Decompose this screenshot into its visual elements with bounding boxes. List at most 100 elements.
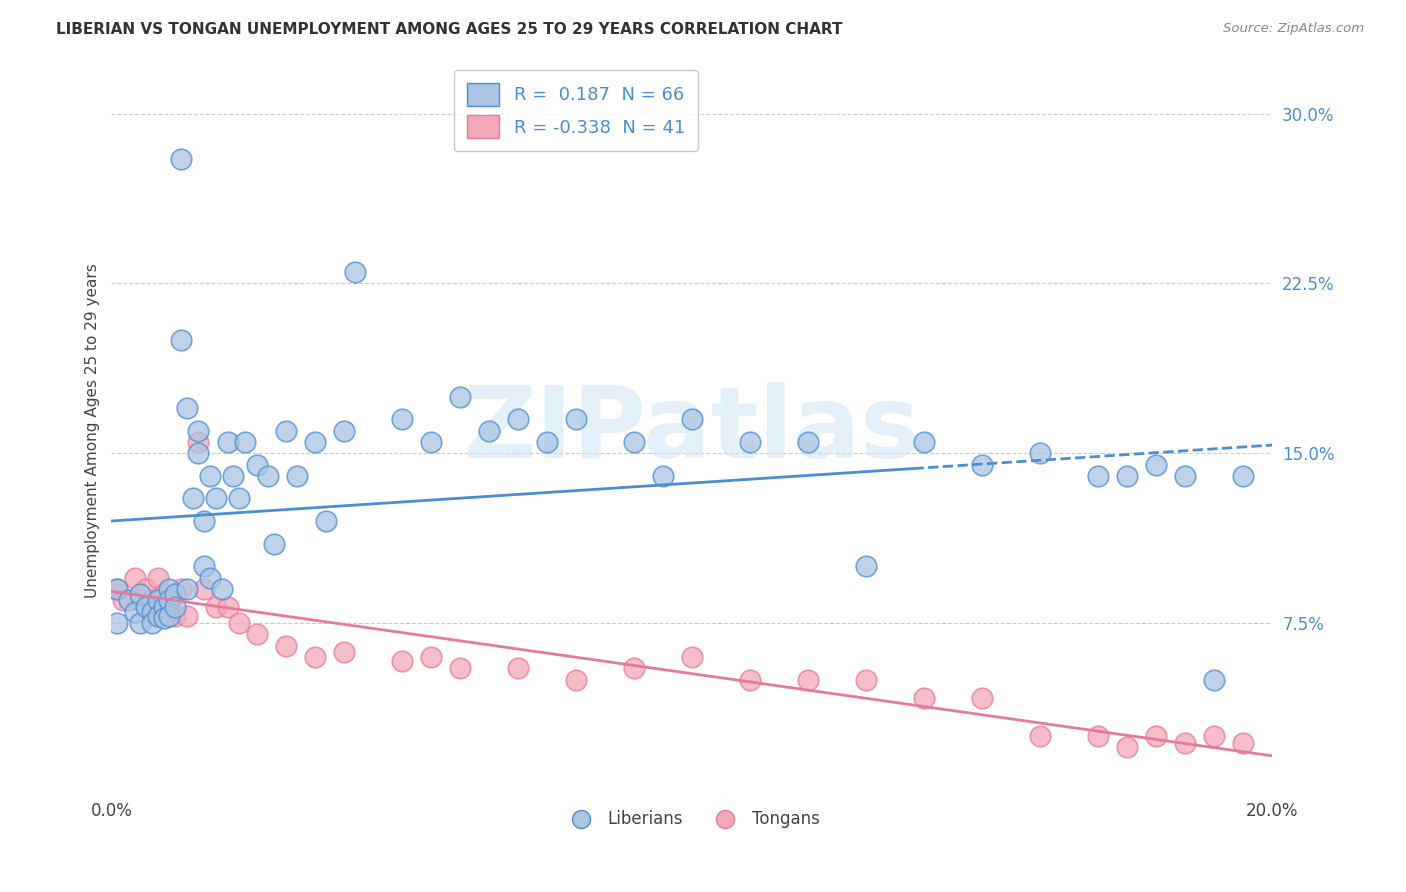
Point <box>141 605 163 619</box>
Point <box>855 559 877 574</box>
Point <box>118 593 141 607</box>
Point <box>193 514 215 528</box>
Point <box>506 661 529 675</box>
Legend: Liberians, Tongans: Liberians, Tongans <box>558 804 827 835</box>
Text: ZIPatlas: ZIPatlas <box>464 382 921 479</box>
Point <box>623 661 645 675</box>
Point <box>228 491 250 506</box>
Point <box>176 582 198 596</box>
Point <box>315 514 337 528</box>
Point <box>111 593 134 607</box>
Point <box>1087 729 1109 743</box>
Point <box>165 609 187 624</box>
Point <box>1029 446 1052 460</box>
Point <box>1116 468 1139 483</box>
Point <box>105 582 128 596</box>
Point <box>205 491 228 506</box>
Point <box>222 468 245 483</box>
Point <box>506 412 529 426</box>
Point <box>536 434 558 449</box>
Point <box>159 593 181 607</box>
Point <box>105 615 128 630</box>
Point <box>738 673 761 687</box>
Point <box>419 434 441 449</box>
Point <box>135 600 157 615</box>
Point <box>263 537 285 551</box>
Point <box>478 424 501 438</box>
Point <box>193 559 215 574</box>
Point <box>1174 736 1197 750</box>
Point <box>159 582 181 596</box>
Point <box>176 401 198 415</box>
Point <box>105 582 128 596</box>
Point <box>274 639 297 653</box>
Point <box>159 609 181 624</box>
Point <box>1029 729 1052 743</box>
Point <box>217 600 239 615</box>
Point <box>1174 468 1197 483</box>
Point <box>419 649 441 664</box>
Point <box>181 491 204 506</box>
Point <box>211 582 233 596</box>
Point <box>1087 468 1109 483</box>
Point <box>124 571 146 585</box>
Point <box>1232 736 1254 750</box>
Point <box>245 458 267 472</box>
Point <box>176 609 198 624</box>
Point <box>170 152 193 166</box>
Point <box>1232 468 1254 483</box>
Point <box>152 611 174 625</box>
Point <box>738 434 761 449</box>
Point <box>129 593 152 607</box>
Point <box>855 673 877 687</box>
Point <box>159 600 181 615</box>
Point <box>1116 740 1139 755</box>
Point <box>1144 458 1167 472</box>
Point <box>170 333 193 347</box>
Point <box>972 690 994 705</box>
Point <box>391 412 413 426</box>
Point <box>565 412 588 426</box>
Point <box>332 424 354 438</box>
Point <box>449 661 471 675</box>
Point <box>681 412 703 426</box>
Point <box>332 645 354 659</box>
Point <box>344 265 367 279</box>
Y-axis label: Unemployment Among Ages 25 to 29 years: Unemployment Among Ages 25 to 29 years <box>86 263 100 598</box>
Point <box>912 690 935 705</box>
Text: LIBERIAN VS TONGAN UNEMPLOYMENT AMONG AGES 25 TO 29 YEARS CORRELATION CHART: LIBERIAN VS TONGAN UNEMPLOYMENT AMONG AG… <box>56 22 842 37</box>
Point <box>146 609 169 624</box>
Point <box>449 390 471 404</box>
Point <box>1204 729 1226 743</box>
Point <box>233 434 256 449</box>
Point <box>797 673 820 687</box>
Point <box>146 571 169 585</box>
Point <box>187 424 209 438</box>
Point <box>245 627 267 641</box>
Point <box>205 600 228 615</box>
Point <box>972 458 994 472</box>
Point <box>198 468 221 483</box>
Point <box>912 434 935 449</box>
Point <box>651 468 673 483</box>
Point <box>124 605 146 619</box>
Point <box>152 600 174 615</box>
Point <box>304 649 326 664</box>
Text: Source: ZipAtlas.com: Source: ZipAtlas.com <box>1223 22 1364 36</box>
Point <box>391 654 413 668</box>
Point <box>1144 729 1167 743</box>
Point <box>228 615 250 630</box>
Point <box>129 586 152 600</box>
Point <box>170 582 193 596</box>
Point <box>146 600 169 615</box>
Point <box>141 615 163 630</box>
Point <box>187 446 209 460</box>
Point <box>198 571 221 585</box>
Point <box>165 600 187 615</box>
Point <box>304 434 326 449</box>
Point <box>146 593 169 607</box>
Point <box>681 649 703 664</box>
Point <box>274 424 297 438</box>
Point <box>285 468 308 483</box>
Point <box>165 586 187 600</box>
